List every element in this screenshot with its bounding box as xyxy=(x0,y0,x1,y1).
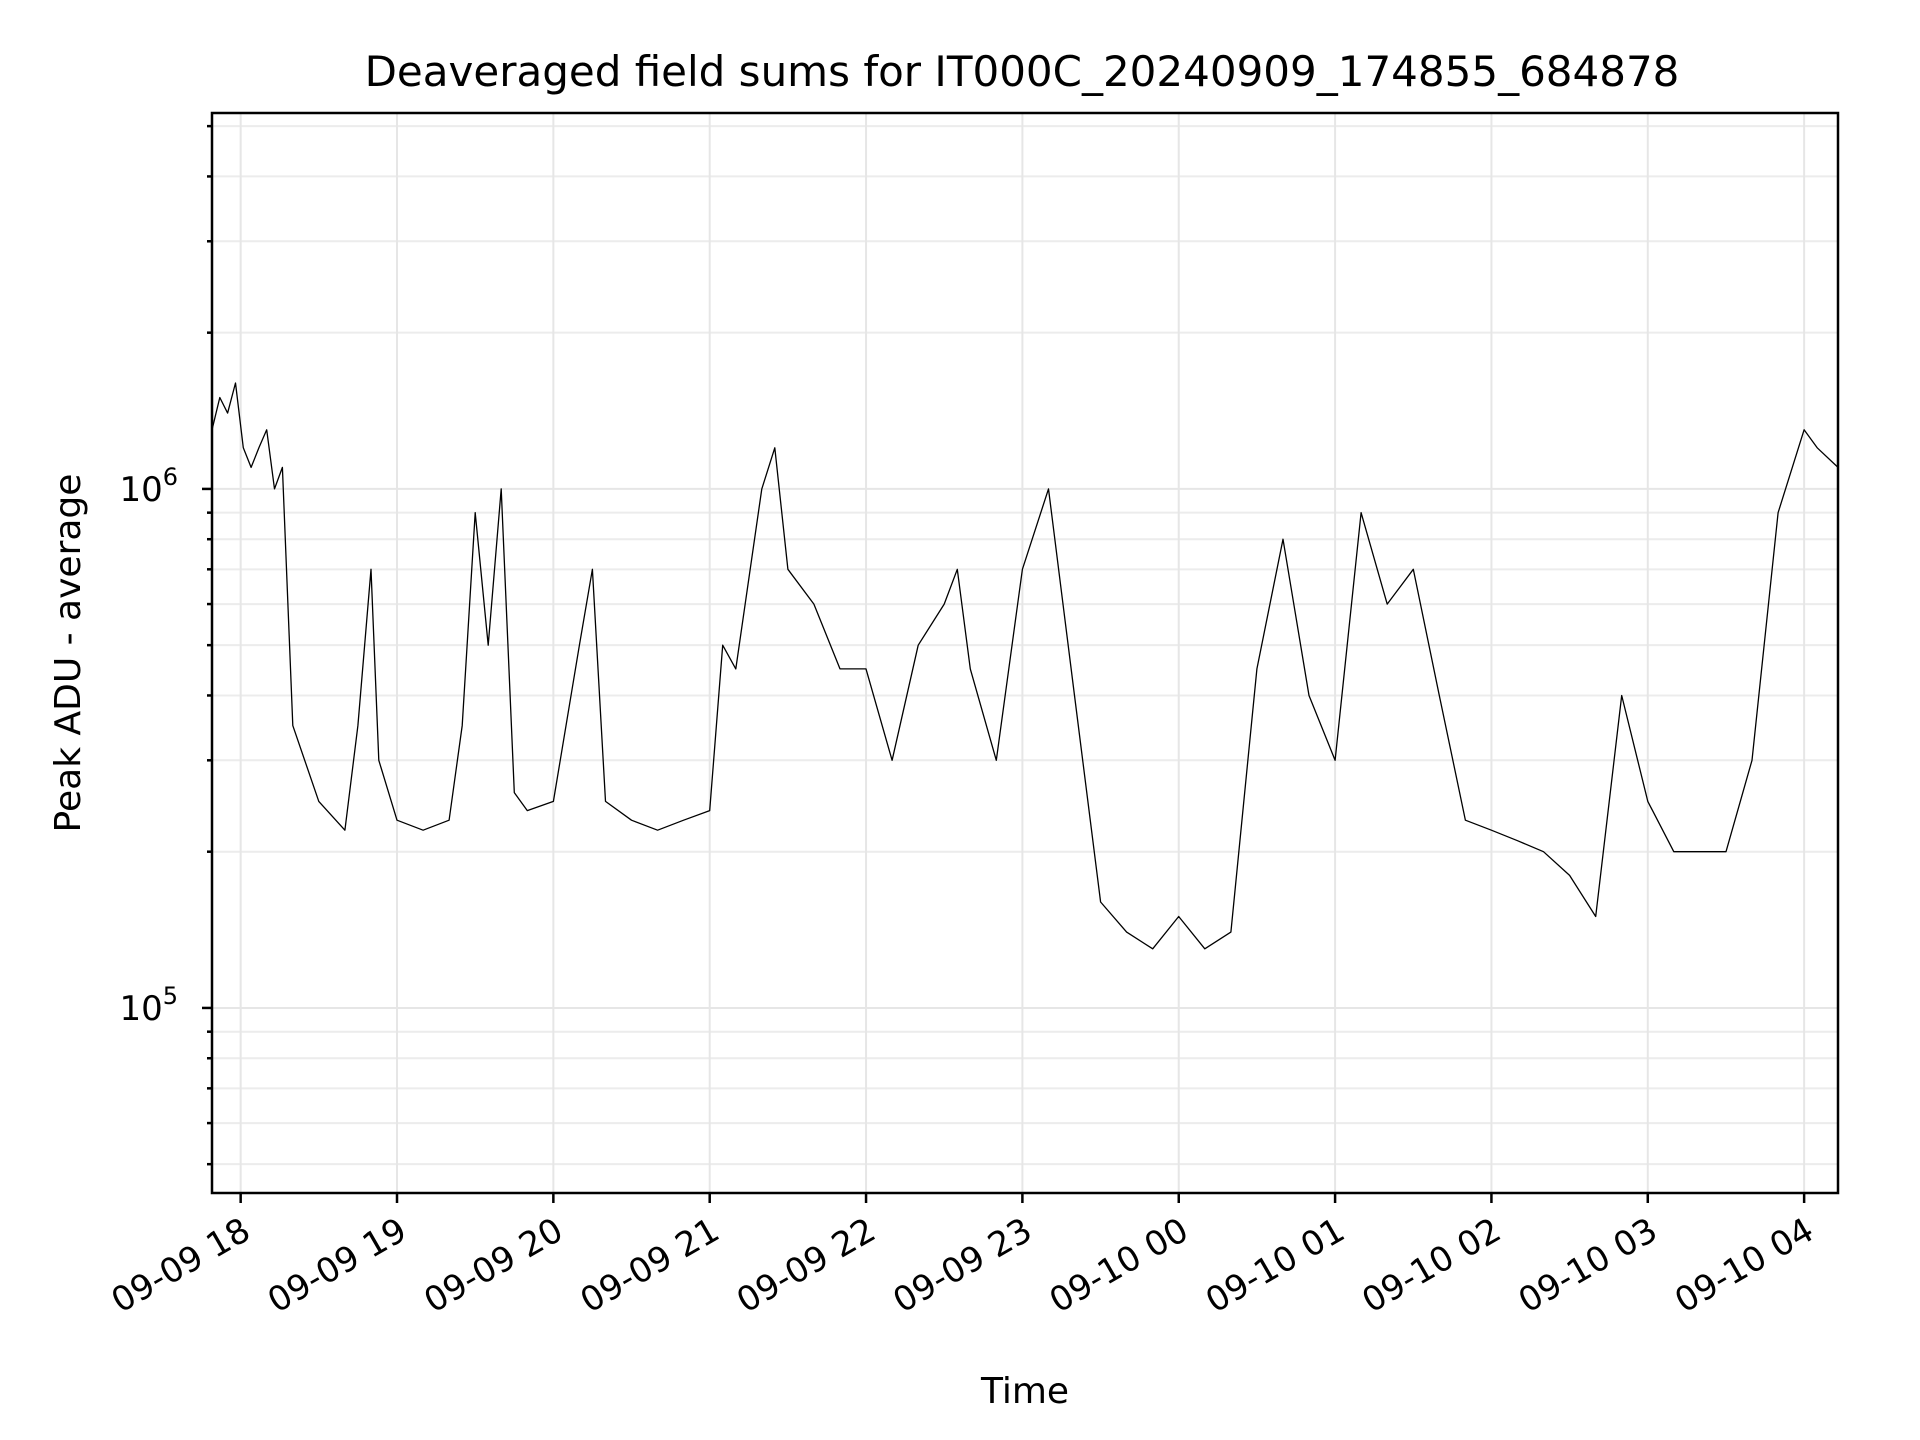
y-axis-label: Peak ADU - average xyxy=(48,474,89,833)
y-tick-label-base: 10 xyxy=(119,470,162,510)
plot-frame xyxy=(210,111,1840,1195)
x-axis-ticks: 09-09 18 09-09 19 09-09 20 09-09 21 09-09 22… xyxy=(105,1193,1821,1321)
x-tick-label: 09-10 02 xyxy=(1356,1210,1508,1321)
series-line xyxy=(211,382,1839,950)
x-tick-label: 09-09 21 xyxy=(574,1210,726,1321)
x-tick-label: 09-09 20 xyxy=(417,1210,569,1321)
grid xyxy=(212,113,1838,1193)
x-tick-label: 09-09 18 xyxy=(105,1210,257,1321)
x-tick-label: 09-09 19 xyxy=(261,1210,413,1321)
x-tick-label: 09-09 23 xyxy=(887,1210,1039,1321)
x-tick-label: 09-10 04 xyxy=(1668,1210,1820,1321)
y-tick-label-base: 10 xyxy=(119,989,162,1029)
y-tick-label-exponent: 6 xyxy=(163,463,178,491)
x-tick-label: 09-10 00 xyxy=(1043,1210,1195,1321)
x-tick-label: 09-09 22 xyxy=(730,1210,882,1321)
x-axis-label: Time xyxy=(980,1371,1069,1412)
y-tick-label: 105 xyxy=(119,982,178,1029)
x-tick-label: 09-10 03 xyxy=(1512,1210,1664,1321)
y-tick-label-exponent: 5 xyxy=(163,982,178,1010)
y-tick-label: 106 xyxy=(119,463,178,510)
x-tick-label: 09-10 01 xyxy=(1199,1210,1351,1321)
chart-title: Deaveraged field sums for IT000C_2024090… xyxy=(365,47,1680,96)
series-layer xyxy=(211,382,1839,950)
